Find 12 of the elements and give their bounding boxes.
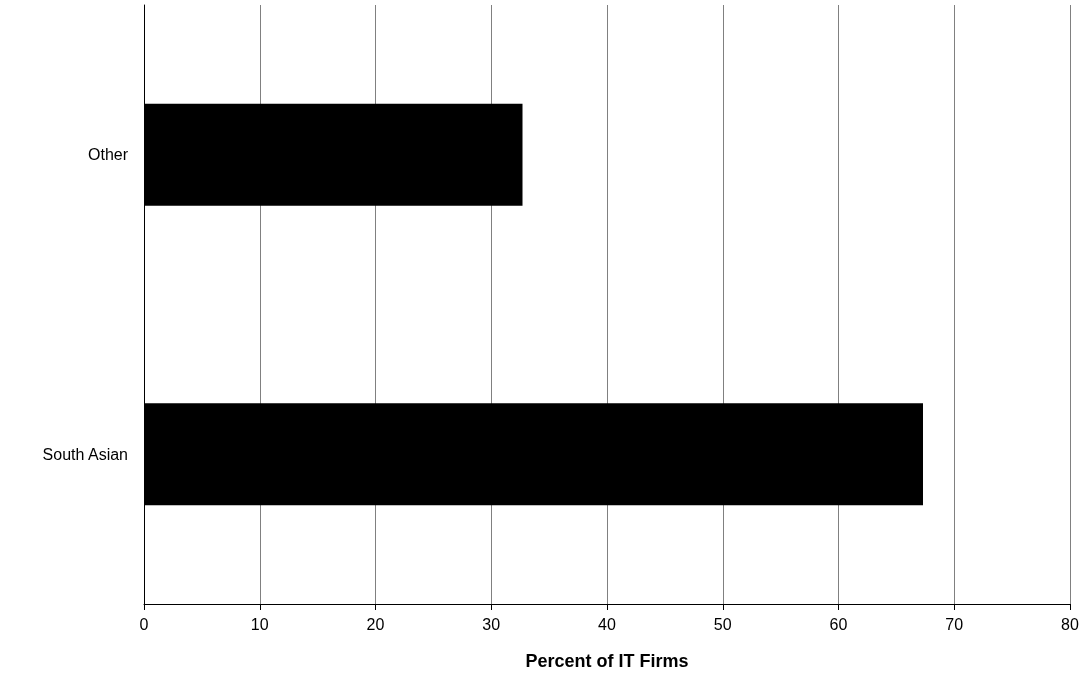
x-tick-label: 80 (1061, 615, 1079, 633)
x-tick-label: 50 (713, 615, 732, 633)
x-tick-label: 10 (250, 615, 269, 633)
x-tick-label: 40 (598, 615, 616, 633)
x-tick-label: 30 (482, 615, 501, 633)
y-tick-label: Other (87, 146, 129, 164)
x-tick-label: 60 (829, 615, 848, 633)
x-tick-label: 70 (945, 615, 964, 633)
x-tick-label: 0 (139, 615, 149, 633)
x-axis-title: Percent of IT Firms (525, 651, 689, 671)
y-tick-label: South Asian (42, 445, 128, 463)
x-tick-label: 20 (366, 615, 385, 633)
